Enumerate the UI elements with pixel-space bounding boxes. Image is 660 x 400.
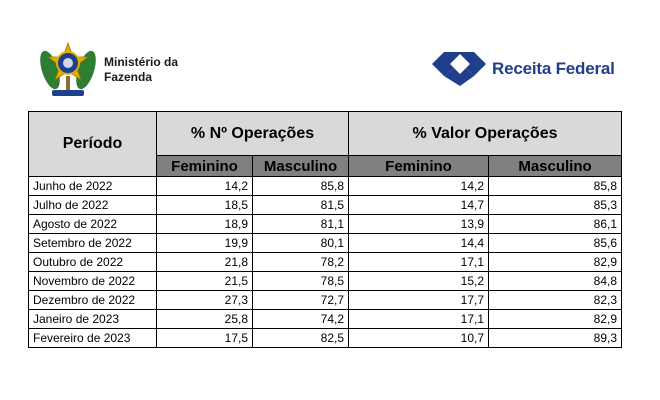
count-male-cell: 72,7 xyxy=(251,290,350,310)
value-female-cell: 13,9 xyxy=(348,214,490,234)
period-cell: Janeiro de 2023 xyxy=(28,309,157,329)
table-row: Outubro de 2022 21,8 78,2 17,1 82,9 xyxy=(28,252,623,272)
count-male-cell: 78,5 xyxy=(251,271,350,291)
value-male-cell: 85,3 xyxy=(488,195,623,215)
value-male-cell: 82,3 xyxy=(488,290,623,310)
count-female-cell: 27,3 xyxy=(156,290,253,310)
period-cell: Fevereiro de 2023 xyxy=(28,328,157,348)
value-group-header: % Valor Operações xyxy=(348,111,623,156)
value-female-cell: 14,2 xyxy=(348,176,490,196)
ministry-name: Ministério da Fazenda xyxy=(104,55,179,84)
count-male-cell: 82,5 xyxy=(251,328,350,348)
value-male-header: Masculino xyxy=(488,155,623,177)
count-female-cell: 17,5 xyxy=(156,328,253,348)
table-row: Janeiro de 2023 25,8 74,2 17,1 82,9 xyxy=(28,309,623,329)
count-group-header: % Nº Operações xyxy=(155,111,350,156)
value-female-cell: 14,4 xyxy=(348,233,490,253)
period-cell: Dezembro de 2022 xyxy=(28,290,157,310)
period-cell: Agosto de 2022 xyxy=(28,214,157,234)
table-row: Junho de 2022 14,2 85,8 14,2 85,8 xyxy=(28,176,623,196)
table-row: Setembro de 2022 19,9 80,1 14,4 85,6 xyxy=(28,233,623,253)
value-male-cell: 85,6 xyxy=(488,233,623,253)
count-female-cell: 18,5 xyxy=(156,195,253,215)
value-male-cell: 89,3 xyxy=(488,328,623,348)
ministry-header: Ministério da Fazenda xyxy=(40,40,194,100)
period-cell: Julho de 2022 xyxy=(28,195,157,215)
table-row: Novembro de 2022 21,5 78,5 15,2 84,8 xyxy=(28,271,623,291)
count-female-cell: 18,9 xyxy=(156,214,253,234)
value-female-cell: 17,1 xyxy=(348,252,490,272)
period-cell: Setembro de 2022 xyxy=(28,233,157,253)
count-male-header: Masculino xyxy=(251,155,350,177)
count-male-cell: 74,2 xyxy=(251,309,350,329)
value-female-cell: 15,2 xyxy=(348,271,490,291)
count-male-cell: 78,2 xyxy=(251,252,350,272)
period-cell: Outubro de 2022 xyxy=(28,252,157,272)
receita-federal-logo-icon xyxy=(432,52,486,86)
count-female-cell: 14,2 xyxy=(156,176,253,196)
count-female-cell: 19,9 xyxy=(156,233,253,253)
value-male-cell: 85,8 xyxy=(488,176,623,196)
receita-header: Receita Federal xyxy=(430,50,615,88)
value-male-cell: 86,1 xyxy=(488,214,623,234)
value-male-cell: 82,9 xyxy=(488,252,623,272)
period-cell: Junho de 2022 xyxy=(28,176,157,196)
count-male-cell: 85,8 xyxy=(251,176,350,196)
period-header: Período xyxy=(28,111,157,177)
table-row: Dezembro de 2022 27,3 72,7 17,7 82,3 xyxy=(28,290,623,310)
period-cell: Novembro de 2022 xyxy=(28,271,157,291)
operations-table: Período % Nº Operações % Valor Operações… xyxy=(28,111,623,348)
table-row: Agosto de 2022 18,9 81,1 13,9 86,1 xyxy=(28,214,623,234)
value-female-cell: 17,7 xyxy=(348,290,490,310)
table-row: Julho de 2022 18,5 81,5 14,7 85,3 xyxy=(28,195,623,215)
value-female-cell: 10,7 xyxy=(348,328,490,348)
table-row: Fevereiro de 2023 17,5 82,5 10,7 89,3 xyxy=(28,328,623,348)
value-male-cell: 84,8 xyxy=(488,271,623,291)
count-female-cell: 21,8 xyxy=(156,252,253,272)
count-female-cell: 21,5 xyxy=(156,271,253,291)
count-female-cell: 25,8 xyxy=(156,309,253,329)
value-female-header: Feminino xyxy=(348,155,490,177)
agency-name: Receita Federal xyxy=(492,59,615,78)
value-male-cell: 82,9 xyxy=(488,309,623,329)
brazil-coat-of-arms-icon xyxy=(40,41,96,96)
value-female-cell: 17,1 xyxy=(348,309,490,329)
count-male-cell: 81,1 xyxy=(251,214,350,234)
count-male-cell: 80,1 xyxy=(251,233,350,253)
count-male-cell: 81,5 xyxy=(251,195,350,215)
value-female-cell: 14,7 xyxy=(348,195,490,215)
count-female-header: Feminino xyxy=(156,155,253,177)
